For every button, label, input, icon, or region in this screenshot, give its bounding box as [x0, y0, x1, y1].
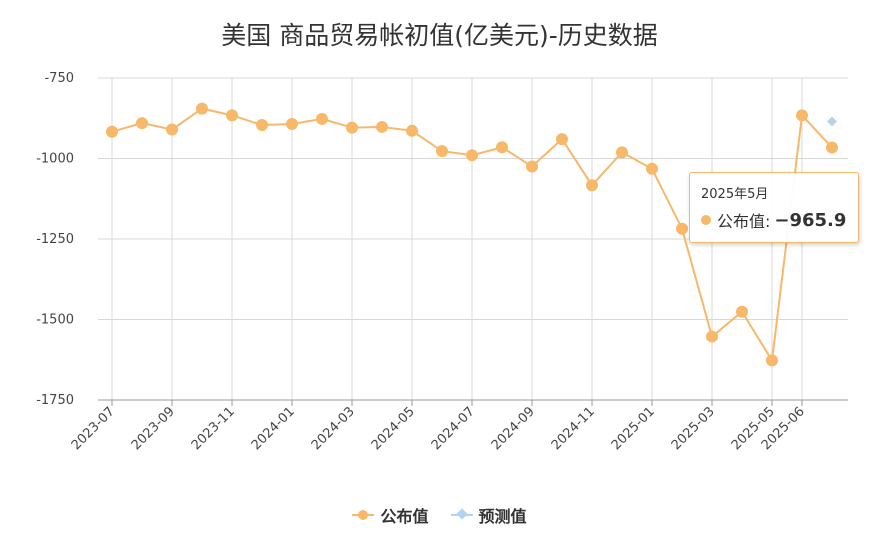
forecast-data-point	[827, 116, 837, 127]
published-data-point	[256, 119, 268, 132]
legend-label-published: 公布值	[380, 507, 429, 526]
tooltip-date: 2025年5月	[701, 187, 769, 202]
published-data-point	[676, 222, 688, 235]
legend-line-forecast-icon	[450, 508, 473, 520]
published-data-point	[436, 145, 448, 158]
published-data-point	[496, 141, 508, 154]
published-data-point	[616, 146, 628, 159]
legend-label-forecast: 预测值	[478, 507, 527, 526]
x-tick-label: 2025-03	[669, 404, 718, 453]
published-data-point	[316, 112, 328, 125]
x-tick-label: 2024-01	[249, 404, 298, 453]
legend-item-published[interactable]: 公布值	[352, 503, 429, 527]
published-data-point	[346, 121, 358, 134]
published-data-point	[406, 124, 418, 137]
legend-line-published-icon	[352, 510, 375, 520]
published-data-point	[646, 162, 658, 175]
x-tick-label: 2025-01	[609, 404, 658, 453]
data-tooltip: 2025年5月 公布值: −965.9	[689, 172, 859, 243]
tooltip-series-dot	[701, 215, 711, 225]
x-tick-label: 2023-07	[69, 404, 118, 453]
x-tick-label: 2023-11	[189, 404, 238, 453]
published-data-point	[826, 141, 838, 154]
published-data-point	[166, 123, 178, 136]
published-data-point	[766, 354, 778, 367]
tooltip-value: −965.9	[774, 209, 847, 231]
published-data-point	[796, 109, 808, 122]
published-data-point	[706, 330, 718, 343]
published-data-point	[466, 149, 478, 162]
published-data-point	[286, 118, 298, 131]
legend-item-forecast[interactable]: 预测值	[450, 503, 527, 527]
published-data-point	[376, 120, 388, 133]
x-tick-label: 2023-09	[129, 404, 178, 453]
published-data-point	[556, 133, 568, 146]
published-data-point	[586, 179, 598, 192]
series-layer	[106, 102, 838, 367]
y-tick-label: -1000	[36, 152, 74, 167]
published-data-point	[736, 305, 748, 318]
chart-title: 美国 商品贸易帐初值(亿美元)-历史数据	[221, 21, 658, 50]
x-tick-label: 2024-07	[429, 404, 478, 453]
chart-legend: 公布值 预测值	[0, 503, 879, 527]
y-tick-label: -750	[44, 71, 74, 86]
x-tick-label: 2024-11	[549, 404, 598, 453]
y-tick-label: -1250	[36, 232, 74, 247]
published-data-point	[226, 109, 238, 122]
x-tick-label: 2024-03	[309, 404, 358, 453]
published-data-point	[106, 125, 118, 138]
x-tick-label: 2024-05	[369, 404, 418, 453]
x-tick-label: 2024-09	[489, 404, 538, 453]
y-tick-label: -1750	[36, 393, 74, 408]
y-tick-label: -1500	[36, 313, 74, 328]
published-data-point	[136, 117, 148, 130]
tooltip-label: 公布值:	[717, 212, 771, 231]
published-data-point	[196, 102, 208, 115]
published-data-point	[526, 160, 538, 173]
